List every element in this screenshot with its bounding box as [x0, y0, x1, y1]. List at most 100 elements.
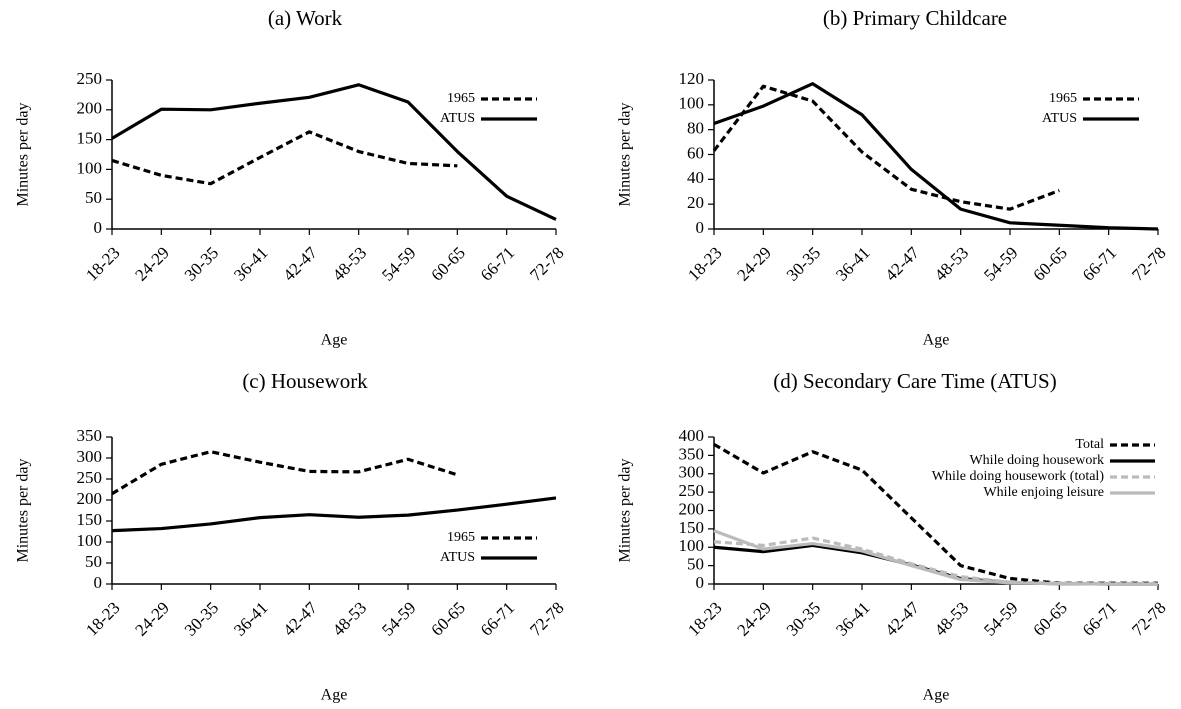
x-axis-label: Age [321, 332, 348, 349]
x-tick-label: 30-35 [181, 598, 222, 639]
x-tick-label: 66-71 [1079, 598, 1120, 639]
series-line [111, 130, 458, 186]
x-tick-label: 36-41 [832, 598, 873, 639]
series-line [111, 450, 458, 496]
chart-title: (a) Work [268, 6, 343, 30]
x-tick-label: 48-53 [329, 598, 370, 639]
legend-label: 1965 [1049, 91, 1077, 106]
y-tick-label: 0 [94, 218, 103, 237]
legend-label: ATUS [440, 550, 475, 565]
x-tick-label: 24-29 [733, 243, 774, 284]
x-tick-label: 66-71 [477, 598, 518, 639]
x-tick-label: 36-41 [832, 243, 873, 284]
y-tick-label: 150 [679, 518, 705, 537]
series-line [713, 442, 1158, 585]
x-tick-label: 42-47 [279, 598, 321, 640]
y-tick-label: 200 [679, 499, 705, 518]
y-tick-label: 0 [696, 218, 705, 237]
y-tick-label: 200 [77, 489, 103, 508]
y-tick-label: 100 [77, 531, 103, 550]
x-tick-label: 72-78 [1128, 598, 1169, 639]
x-tick-label: 66-71 [1079, 243, 1120, 284]
x-tick-label: 24-29 [131, 598, 172, 639]
x-tick-label: 48-53 [931, 243, 972, 284]
x-tick-label: 30-35 [783, 243, 824, 284]
x-tick-label: 18-23 [82, 243, 123, 284]
y-tick-label: 100 [77, 158, 103, 177]
legend-label: ATUS [440, 111, 475, 126]
y-tick-label: 300 [77, 447, 103, 466]
y-tick-label: 250 [679, 481, 705, 500]
y-tick-label: 350 [679, 444, 705, 463]
x-tick-label: 48-53 [329, 243, 370, 284]
series-line [111, 496, 557, 533]
series-line [713, 543, 1158, 586]
x-tick-label: 72-78 [526, 598, 567, 639]
x-tick-label: 30-35 [783, 598, 824, 639]
chart-title: (c) Housework [242, 369, 368, 393]
legend-label: While enjoing leisure [983, 485, 1104, 500]
x-tick-label: 30-35 [181, 243, 222, 284]
series-line [712, 84, 1060, 211]
y-tick-label: 80 [687, 119, 704, 138]
x-tick-label: 18-23 [684, 243, 725, 284]
x-tick-label: 36-41 [230, 598, 271, 639]
y-axis-label: Minutes per day [617, 103, 634, 207]
y-axis-label: Minutes per day [15, 103, 32, 207]
x-tick-label: 72-78 [1128, 243, 1169, 284]
series-line [713, 529, 1158, 586]
y-axis-label: Minutes per day [15, 459, 32, 563]
legend-label: 1965 [447, 530, 475, 545]
series-line [111, 83, 557, 221]
series-line [713, 82, 1159, 231]
x-tick-label: 60-65 [1029, 243, 1070, 284]
y-tick-label: 150 [77, 510, 103, 529]
y-tick-label: 0 [94, 573, 103, 592]
y-tick-label: 60 [687, 143, 704, 162]
y-tick-label: 250 [77, 468, 103, 487]
legend-label: 1965 [447, 91, 475, 106]
y-tick-label: 40 [687, 168, 704, 187]
x-tick-label: 36-41 [230, 243, 271, 284]
y-tick-label: 50 [85, 552, 102, 571]
x-tick-label: 24-29 [131, 243, 172, 284]
x-tick-label: 48-53 [931, 598, 972, 639]
y-tick-label: 350 [77, 426, 103, 445]
x-axis-label: Age [923, 332, 950, 349]
chart-title: (b) Primary Childcare [823, 6, 1007, 30]
y-tick-label: 50 [85, 188, 102, 207]
legend-label: While doing housework [969, 453, 1104, 468]
x-tick-label: 42-47 [279, 243, 321, 285]
y-tick-label: 100 [679, 536, 705, 555]
x-axis-label: Age [321, 687, 348, 704]
x-tick-label: 18-23 [82, 598, 123, 639]
y-tick-label: 0 [696, 573, 705, 592]
x-tick-label: 54-59 [378, 598, 419, 639]
y-axis-label: Minutes per day [617, 459, 634, 563]
legend-label: While doing housework (total) [932, 469, 1105, 484]
x-tick-label: 66-71 [477, 243, 518, 284]
x-tick-label: 60-65 [427, 598, 468, 639]
x-tick-label: 54-59 [378, 243, 419, 284]
x-tick-label: 42-47 [881, 243, 923, 285]
legend-label: ATUS [1042, 111, 1077, 126]
x-tick-label: 24-29 [733, 598, 774, 639]
x-tick-label: 60-65 [1029, 598, 1070, 639]
x-axis-label: Age [923, 687, 950, 704]
y-tick-label: 120 [679, 69, 705, 88]
x-tick-label: 18-23 [684, 598, 725, 639]
y-tick-label: 400 [679, 426, 705, 445]
y-tick-label: 50 [687, 555, 704, 574]
y-tick-label: 300 [679, 463, 705, 482]
y-tick-label: 20 [687, 193, 704, 212]
x-tick-label: 54-59 [980, 598, 1021, 639]
x-tick-label: 72-78 [526, 243, 567, 284]
chart-title: (d) Secondary Care Time (ATUS) [773, 369, 1056, 393]
x-tick-label: 54-59 [980, 243, 1021, 284]
legend-label: Total [1075, 437, 1104, 452]
y-tick-label: 100 [679, 94, 705, 113]
x-tick-label: 60-65 [427, 243, 468, 284]
x-tick-label: 42-47 [881, 598, 923, 640]
y-tick-label: 150 [77, 129, 103, 148]
